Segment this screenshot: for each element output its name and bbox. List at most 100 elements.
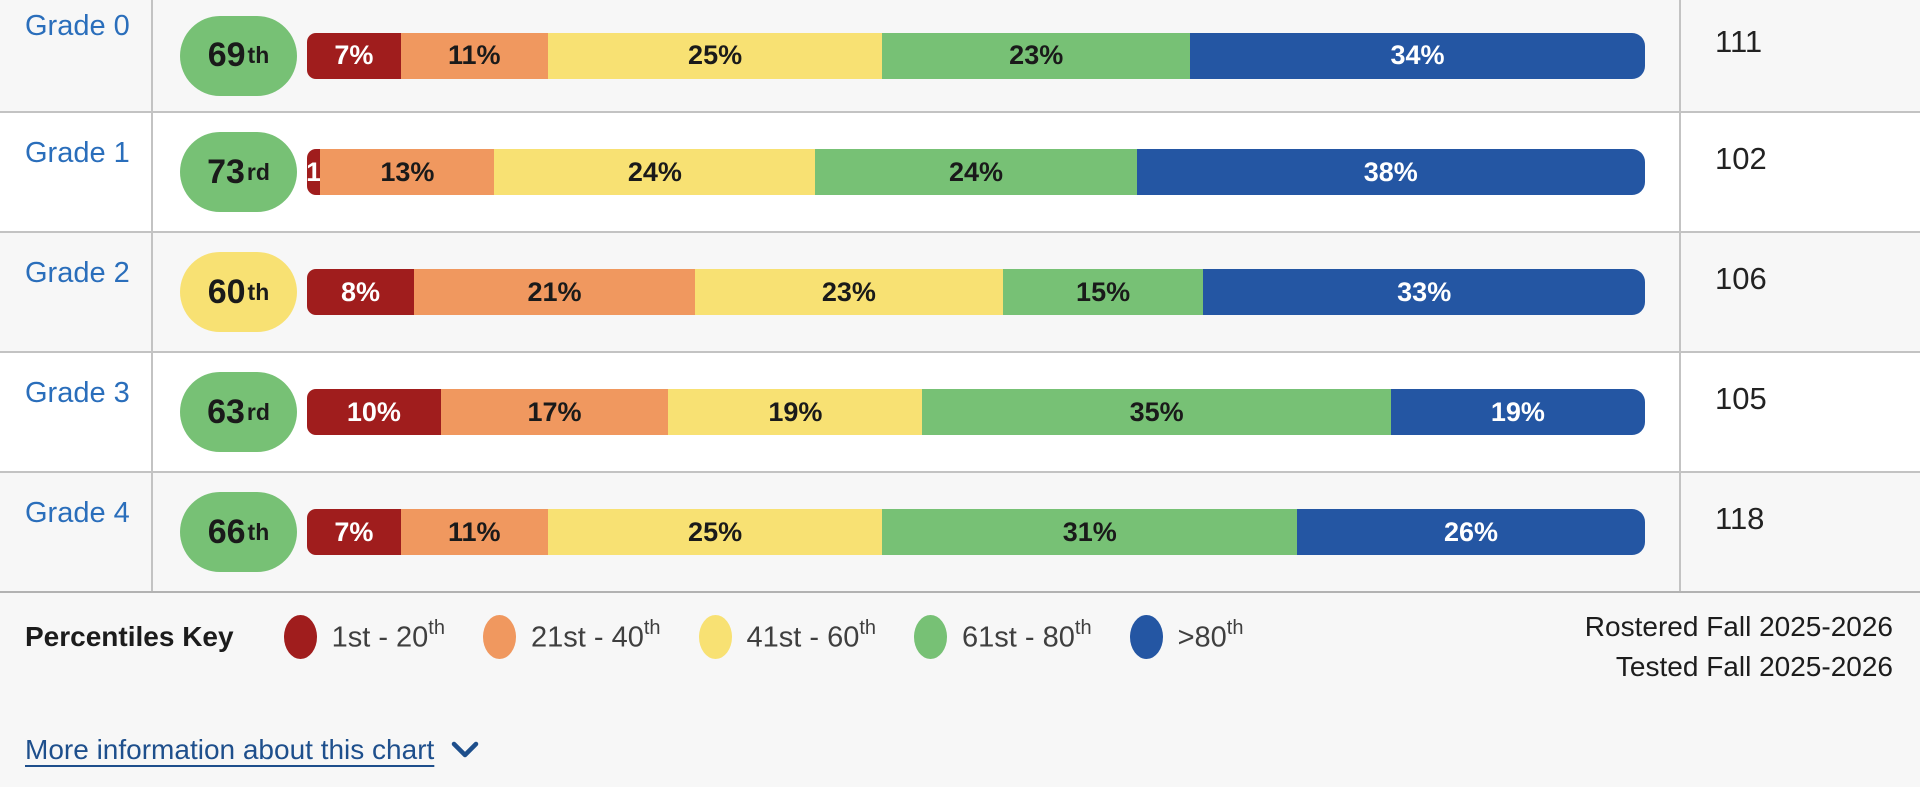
segment-label: 21% [527, 276, 582, 307]
tested-label: Tested Fall 2025-2026 [1615, 651, 1893, 682]
median-percentile-suffix: rd [246, 398, 270, 425]
grade-link[interactable]: Grade 4 [25, 497, 130, 529]
segment-label: 24% [948, 156, 1003, 187]
median-percentile-suffix: rd [246, 158, 270, 185]
bar-segment-gt-80th[interactable]: 19% [1390, 389, 1645, 435]
bar-segment-gt-80th[interactable]: 26% [1297, 509, 1645, 555]
segment-label: 33% [1397, 276, 1452, 307]
median-percentile-value: 69 [207, 36, 246, 74]
chevron-down-icon [450, 741, 480, 760]
legend-item-61st-80th: 61st - 80th [914, 615, 1092, 659]
bar-segment-1st-20th[interactable]: 1 [307, 149, 321, 195]
bar-segment-61st-80th[interactable]: 35% [922, 389, 1391, 435]
segment-label: 17% [527, 396, 582, 427]
legend-label: 41st - 60th [746, 617, 877, 654]
student-count: 102 [1679, 113, 1920, 231]
median-percentile-value: 73 [207, 152, 245, 191]
bar-segment-gt-80th[interactable]: 34% [1190, 32, 1645, 79]
bar-segment-61st-80th[interactable]: 31% [882, 509, 1298, 555]
legend-item-gt-80th: >80th [1129, 615, 1244, 659]
legend-label: >80th [1177, 617, 1244, 654]
grade-link[interactable]: Grade 2 [25, 257, 130, 289]
legend-label: 21st - 40th [530, 617, 661, 654]
bar-segment-41st-60th[interactable]: 19% [668, 389, 923, 435]
segment-label: 19% [768, 396, 823, 427]
legend-item-1st-20th: 1st - 20th [283, 615, 445, 659]
student-count-value: 106 [1715, 261, 1767, 296]
roster-info: Rostered Fall 2025-2026 Tested Fall 2025… [1585, 607, 1893, 687]
bar-segment-41st-60th[interactable]: 24% [494, 149, 816, 195]
legend-title: Percentiles Key [25, 621, 234, 652]
bar-segment-21st-40th[interactable]: 13% [320, 149, 495, 195]
bar-segment-1st-20th[interactable]: 8% [307, 269, 415, 315]
legend-item-41st-60th: 41st - 60th [698, 615, 877, 659]
segment-label: 1 [307, 156, 321, 187]
bar-segment-61st-80th[interactable]: 24% [815, 149, 1137, 195]
bar-segment-21st-40th[interactable]: 11% [400, 509, 548, 555]
bar-segment-1st-20th[interactable]: 7% [307, 32, 401, 79]
legend-dot-yellow-icon [698, 615, 732, 659]
bar-segment-61st-80th[interactable]: 15% [1002, 269, 1204, 315]
bar-segment-1st-20th[interactable]: 7% [307, 509, 401, 555]
student-count-value: 105 [1715, 381, 1767, 416]
bar-segment-61st-80th[interactable]: 23% [882, 32, 1191, 79]
stacked-bar: 7% 11% 25% 23% 34% [307, 32, 1645, 79]
median-percentile-value: 63 [207, 392, 245, 431]
grade-cell: Grade 0 [0, 0, 153, 111]
rostered-label: Rostered Fall 2025-2026 [1584, 611, 1893, 642]
segment-label: 7% [334, 516, 374, 547]
grade-cell: Grade 1 [0, 113, 153, 231]
stacked-bar: 10% 17% 19% 35% 19% [307, 389, 1645, 435]
grade-link[interactable]: Grade 1 [25, 137, 130, 169]
legend-dot-orange-icon [482, 615, 516, 659]
segment-label: 7% [334, 40, 374, 70]
grade-cell: Grade 3 [0, 353, 153, 471]
bar-segment-21st-40th[interactable]: 11% [400, 32, 548, 79]
segment-label: 24% [627, 156, 682, 187]
bar-segment-gt-80th[interactable]: 38% [1136, 149, 1645, 195]
grade-link[interactable]: Grade 0 [25, 10, 130, 42]
student-count: 118 [1679, 473, 1920, 591]
percentiles-key-legend: Percentiles Key 1st - 20th 21st - 40th 4… [0, 593, 1920, 659]
median-percentile-suffix: th [247, 278, 270, 305]
student-count-value: 102 [1715, 141, 1767, 176]
legend-label: 61st - 80th [962, 617, 1092, 654]
legend-dot-blue-icon [1129, 615, 1163, 659]
bar-segment-41st-60th[interactable]: 25% [547, 509, 883, 555]
student-count: 111 [1679, 0, 1920, 111]
bar-segment-gt-80th[interactable]: 33% [1203, 269, 1645, 315]
segment-label: 15% [1076, 276, 1131, 307]
bar-segment-1st-20th[interactable]: 10% [307, 389, 441, 435]
student-count-value: 118 [1715, 501, 1765, 536]
median-percentile-value: 66 [207, 512, 246, 551]
bar-segment-41st-60th[interactable]: 23% [695, 269, 1003, 315]
bar-segment-21st-40th[interactable]: 21% [414, 269, 695, 315]
bar-segment-21st-40th[interactable]: 17% [440, 389, 669, 435]
segment-label: 31% [1062, 516, 1117, 547]
segment-label: 26% [1444, 516, 1499, 547]
legend-item-21st-40th: 21st - 40th [482, 615, 661, 659]
median-percentile-suffix: th [247, 518, 270, 545]
bar-segment-41st-60th[interactable]: 25% [547, 32, 883, 79]
segment-label: 8% [341, 276, 381, 307]
more-information-link[interactable]: More information about this chart [25, 734, 480, 766]
grade-link[interactable]: Grade 3 [25, 377, 130, 409]
grade-cell: Grade 2 [0, 233, 153, 351]
legend-dot-red-icon [283, 615, 317, 659]
more-information-label: More information about this chart [25, 734, 435, 765]
student-count: 106 [1679, 233, 1920, 351]
